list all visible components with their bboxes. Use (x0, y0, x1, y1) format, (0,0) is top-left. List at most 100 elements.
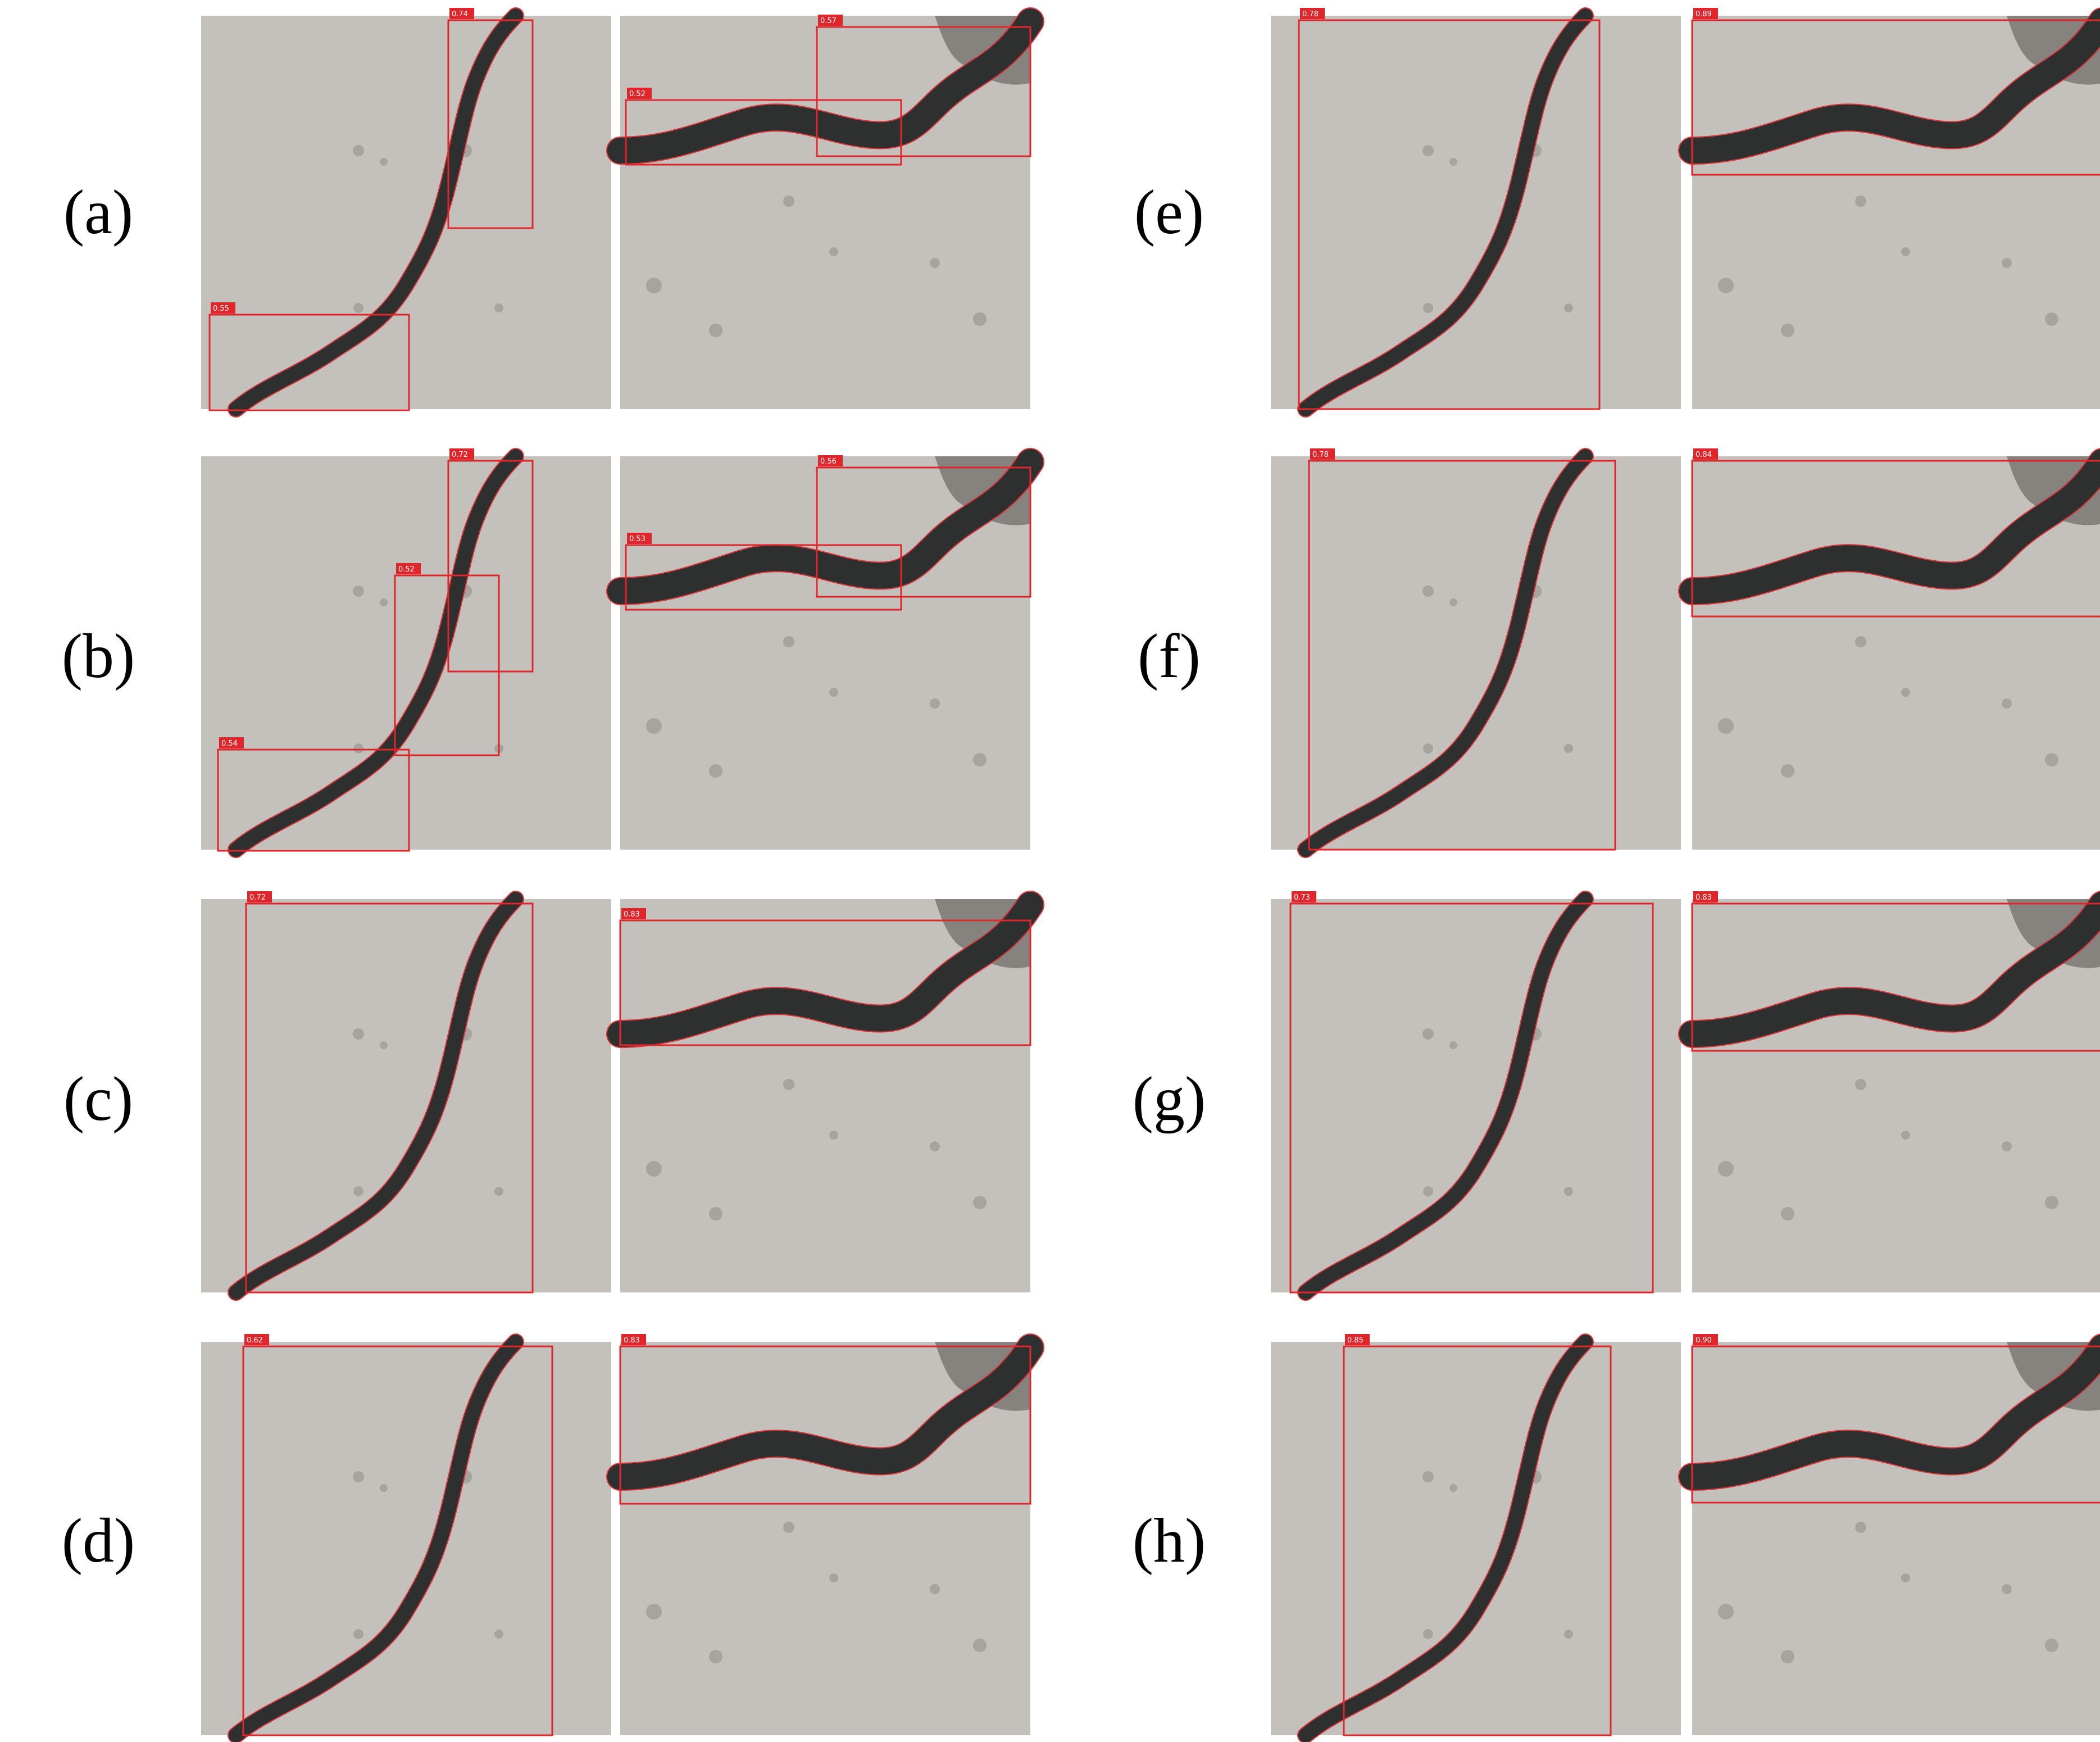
surface-pit (1855, 1522, 1866, 1533)
surface-pit (930, 1141, 940, 1151)
surface-pit (2002, 698, 2012, 709)
score-tag (1693, 448, 1718, 460)
score-tag (818, 455, 843, 466)
confidence-score: 0.56 (820, 457, 837, 466)
surface-pit (646, 1604, 662, 1619)
confidence-score: 0.52 (398, 565, 415, 574)
confidence-score: 0.55 (213, 305, 229, 313)
crack-fill (1679, 1335, 2100, 1490)
surface-pit (1422, 145, 1434, 156)
crack-fill (1679, 449, 2100, 604)
score-tag (1300, 8, 1325, 19)
score-tag (818, 15, 843, 26)
surface-pit (783, 636, 794, 647)
surface-pit (2002, 1141, 2012, 1151)
surface-pit (1449, 1484, 1457, 1492)
panel-e-right: 0.89 (1678, 7, 2100, 409)
crack-fill (229, 892, 523, 1300)
detection-box (242, 1345, 553, 1736)
surface-pit (353, 303, 363, 313)
row-label-g: (g) (1132, 1064, 1206, 1134)
surface-pit (353, 586, 364, 597)
surface-pit (1781, 764, 1794, 778)
surface-pit (829, 1573, 838, 1582)
surface-pit (1564, 1187, 1573, 1196)
surface-pit (353, 1629, 363, 1639)
surface-pit (783, 1522, 794, 1533)
detection-box (1691, 902, 2100, 1052)
surface-pit (1422, 1028, 1434, 1040)
surface-pit (1855, 196, 1866, 207)
crack-image-c-right: 0.83 (606, 891, 1044, 1221)
confidence-score: 0.73 (1294, 893, 1310, 902)
confidence-score: 0.57 (820, 17, 837, 25)
confidence-score: 0.62 (247, 1336, 263, 1345)
crack-fill (1679, 8, 2100, 164)
surface-pit (2045, 753, 2058, 766)
surface-pit (1449, 598, 1457, 606)
confidence-score: 0.54 (221, 740, 238, 748)
confidence-score: 0.72 (452, 451, 468, 459)
crack-image-e-right: 0.89 (1678, 7, 2100, 337)
surface-pit (973, 1196, 987, 1209)
row-label-e: (e) (1134, 178, 1204, 247)
detection-box (1343, 1345, 1612, 1736)
score-tag (211, 302, 235, 314)
row-label-a: (a) (63, 178, 134, 247)
surface-pit (1564, 1630, 1573, 1639)
crack-fill (1298, 892, 1593, 1300)
crack-fill (1298, 449, 1593, 857)
crack-image-a-left: 0.74 0.55 (208, 7, 534, 418)
row-label-h: (h) (1132, 1506, 1206, 1576)
score-tag (1693, 891, 1718, 902)
crack-fill (229, 449, 523, 857)
surface-pit (353, 743, 363, 754)
crack-image-b-left: 0.72 0.52 0.54 (217, 448, 534, 858)
surface-pit (1423, 303, 1433, 313)
surface-pit (1855, 1079, 1866, 1090)
score-tag (219, 737, 244, 748)
detection-box (625, 99, 902, 166)
score-tag (449, 8, 474, 19)
crack-fill (1298, 1335, 1593, 1742)
row-label-c: (c) (63, 1064, 134, 1134)
surface-pit (380, 1041, 388, 1049)
surface-pit (709, 1207, 722, 1221)
surface-pit (829, 1131, 838, 1140)
crack-fill (607, 892, 1043, 1047)
detection-box (1691, 1345, 2100, 1504)
score-tag (1292, 891, 1316, 902)
surface-pit (1901, 1573, 1910, 1582)
score-tag (621, 1334, 646, 1345)
crack-fill (229, 8, 523, 416)
surface-pit (494, 1187, 503, 1196)
surface-pit (494, 303, 503, 312)
crack-image-d-left: 0.62 (228, 1333, 553, 1742)
surface-pit (380, 1484, 388, 1492)
confidence-score: 0.74 (452, 10, 468, 19)
crack-fill (607, 8, 1043, 164)
confidence-score: 0.84 (1696, 451, 1712, 459)
score-tag (1693, 1334, 1718, 1345)
surface-pit (646, 1161, 662, 1177)
detection-box (1298, 19, 1601, 410)
panel-b-left: 0.72 0.52 0.54 (201, 448, 611, 858)
surface-pit (709, 1650, 722, 1663)
detection-box (245, 902, 534, 1294)
surface-pit (353, 1471, 364, 1482)
crack-fill (1298, 8, 1593, 416)
panel-f-left: 0.78 (1271, 448, 1681, 858)
surface-pit (2002, 1584, 2012, 1594)
surface-pit (1901, 1131, 1910, 1140)
confidence-score: 0.83 (1696, 893, 1712, 902)
score-tag (627, 533, 652, 544)
surface-pit (646, 278, 662, 293)
crack-image-a-right: 0.57 0.52 (606, 7, 1044, 337)
crack-fill (229, 1335, 523, 1742)
crack-image-d-right: 0.83 (606, 1333, 1044, 1663)
panel-c-left: 0.72 (201, 891, 611, 1301)
crack-image-g-right: 0.83 (1678, 891, 2100, 1221)
panel-g-left: 0.73 (1271, 891, 1681, 1301)
detection-box (447, 460, 534, 673)
crack-image-b-right: 0.56 0.53 (606, 448, 1044, 778)
